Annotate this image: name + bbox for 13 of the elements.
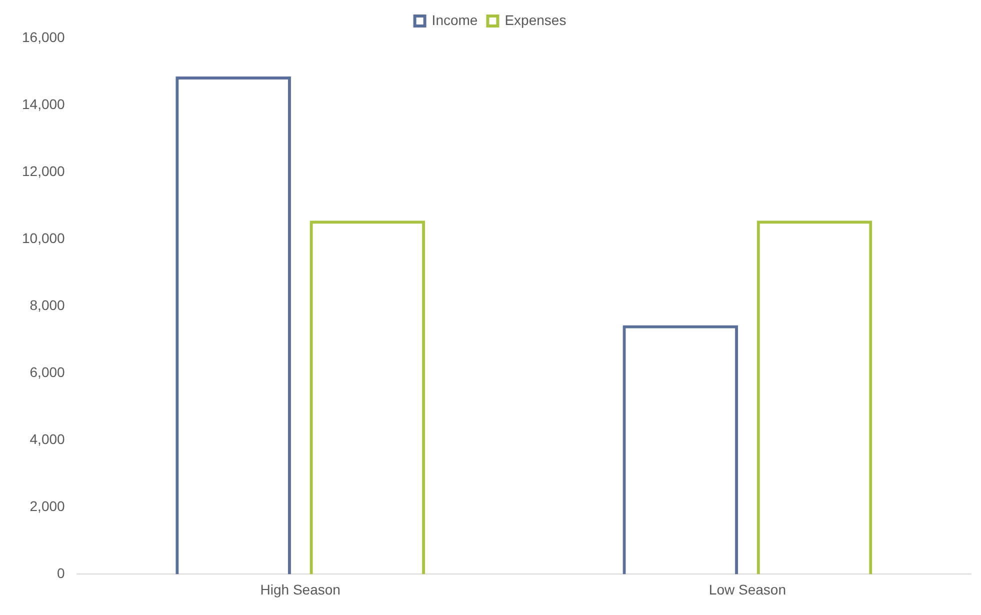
y-tick-label: 6,000 (30, 364, 66, 380)
x-tick-label: High Season (260, 581, 340, 598)
y-tick-label: 0 (57, 565, 66, 582)
y-tick-label: 4,000 (30, 431, 66, 448)
y-tick-label: 10,000 (22, 230, 66, 246)
legend-label: Income (432, 12, 478, 28)
y-tick-label: 12,000 (22, 162, 66, 179)
y-tick-label: 16,000 (22, 28, 66, 45)
x-tick-label: Low Season (708, 581, 786, 598)
y-tick-label: 14,000 (22, 96, 66, 112)
y-tick-label: 2,000 (30, 498, 66, 514)
legend-label: Expenses (504, 12, 566, 28)
y-tick-label: 8,000 (30, 296, 66, 313)
